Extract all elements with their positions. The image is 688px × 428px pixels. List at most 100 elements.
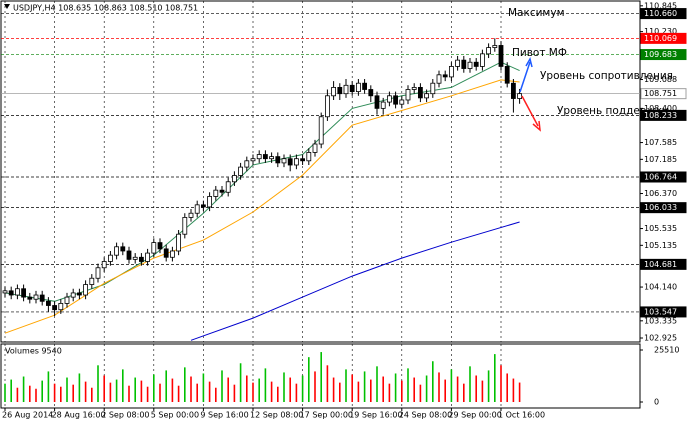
candle-body (424, 93, 430, 99)
candle-body (108, 254, 113, 262)
candle-body (461, 59, 467, 69)
candle-body (244, 160, 250, 168)
candle-body (219, 189, 225, 193)
candle-body (473, 61, 479, 67)
level-label-box (640, 306, 687, 318)
level-label: 110.069 (644, 34, 677, 43)
y-tick-label: 0 (654, 398, 659, 407)
candle-body (510, 82, 516, 99)
candle-body (151, 242, 157, 254)
y-tick-label: 110.845 (644, 1, 677, 10)
candle-body (213, 189, 219, 197)
x-tick-label: 19 Sep 16:00 (349, 411, 402, 420)
candle-body (200, 204, 206, 208)
candle-body (194, 204, 200, 214)
candle-body (238, 166, 244, 176)
candle-body (58, 303, 64, 311)
candle-body (21, 288, 27, 298)
candle-body (337, 87, 343, 95)
candle-body (70, 292, 76, 298)
candle-body (89, 277, 95, 285)
candle-body (411, 87, 417, 90)
y-tick-label: 109.088 (644, 75, 677, 84)
chart-title: USDJPY,H4 108.635 108.863 108.510 108.75… (13, 4, 198, 13)
level-label: 104.681 (644, 260, 677, 269)
y-tick-label: 108.400 (644, 104, 677, 113)
level-label: 106.033 (644, 203, 677, 212)
candle-body (281, 158, 287, 164)
y-tick-label: 25510 (654, 346, 679, 355)
candle-body (138, 256, 144, 262)
candle-body (126, 250, 132, 260)
y-tick-label: 103.335 (644, 316, 677, 325)
level-label-box (640, 88, 687, 100)
x-tick-label: 2 Sep 08:00 (101, 411, 149, 420)
candle-body (312, 143, 318, 153)
candle-body (262, 154, 268, 160)
candle-body (448, 66, 454, 78)
candle-body (479, 53, 485, 67)
candle-body (157, 242, 163, 250)
candle-body (33, 294, 39, 300)
candle-body (225, 181, 231, 193)
candle-body (163, 248, 169, 258)
candle-body (83, 284, 88, 296)
candle-body (362, 82, 368, 90)
level-label: 109.683 (644, 50, 677, 59)
candle-body (176, 233, 182, 252)
candle-body (145, 252, 151, 262)
candle-body (188, 212, 194, 218)
candle-body (417, 87, 423, 99)
x-tick-label: 24 Sep 08:00 (399, 411, 452, 420)
y-tick-label: 110.230 (644, 27, 677, 36)
candle-body (14, 288, 20, 296)
y-tick-label: 107.185 (644, 155, 677, 164)
moving-average (190, 221, 520, 341)
candle-body (169, 250, 175, 258)
candle-body (492, 45, 498, 48)
candle-body (114, 246, 119, 256)
y-tick-label: 104.140 (644, 283, 677, 292)
candle-body (399, 99, 405, 105)
candle-body (207, 196, 213, 208)
candle-body (95, 267, 101, 279)
volume-panel (0, 343, 641, 409)
candle-body (250, 158, 256, 162)
candle-body (318, 116, 324, 145)
candle-body (231, 175, 237, 183)
level-label: 108.751 (644, 89, 677, 98)
candle-body (300, 158, 306, 162)
candle-body (517, 93, 522, 99)
x-tick-label: 28 Aug 16:00 (52, 411, 106, 420)
candle-body (467, 61, 473, 69)
x-tick-label: 17 Sep 00:00 (300, 411, 353, 420)
x-tick-label: 5 Sep 00:00 (151, 411, 199, 420)
candle-body (132, 256, 138, 260)
x-tick-label: 12 Sep 08:00 (250, 411, 303, 420)
level-label-box (640, 8, 687, 20)
candle-body (393, 95, 399, 105)
candle-body (486, 47, 492, 55)
x-tick-label: 26 Aug 2014 (2, 411, 53, 420)
moving-average (4, 79, 520, 334)
candle-body (2, 290, 8, 294)
candle-body (293, 158, 299, 166)
candle-body (52, 305, 57, 311)
x-tick-label: 29 Sep 00:00 (448, 411, 501, 420)
y-tick-label: 105.135 (644, 241, 677, 250)
candle-body (324, 95, 330, 118)
candle-body (64, 296, 70, 304)
candle-body (331, 87, 337, 97)
candle-body (46, 300, 51, 306)
candle-body (120, 246, 126, 252)
volume-title: Volumes 9540 (5, 347, 62, 356)
price-panel (0, 0, 641, 343)
level-label-box (640, 32, 687, 44)
candle-body (455, 59, 461, 67)
level-label: 110.660 (644, 9, 677, 18)
candle-body (256, 154, 262, 160)
y-tick-label: 102.925 (644, 334, 677, 343)
y-tick-label: 107.585 (644, 138, 677, 147)
candle-body (355, 82, 361, 92)
candle-body (287, 158, 293, 166)
